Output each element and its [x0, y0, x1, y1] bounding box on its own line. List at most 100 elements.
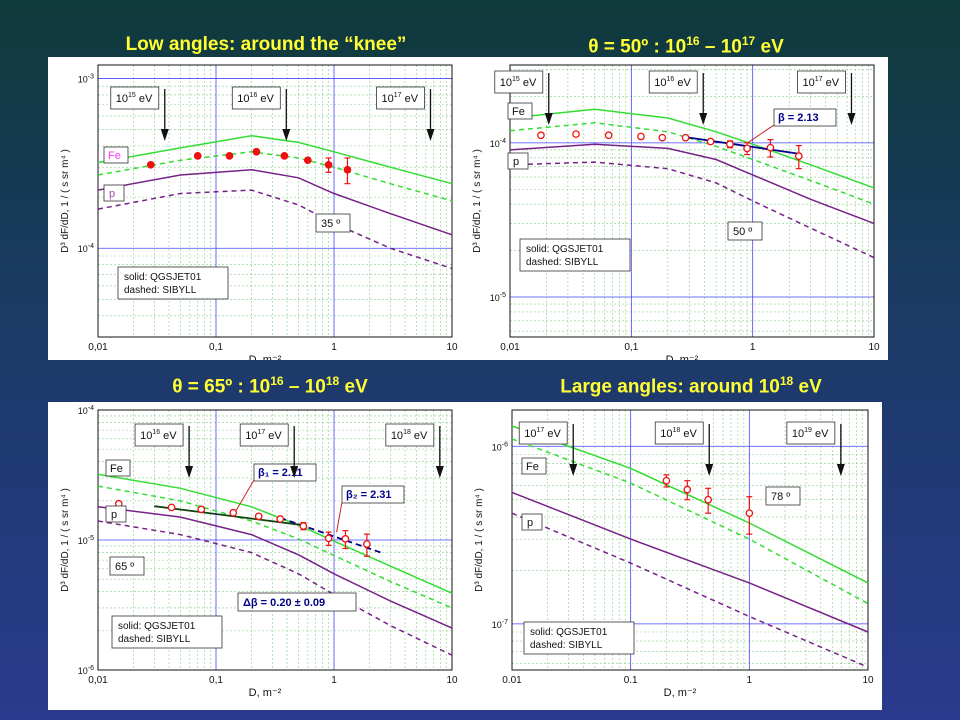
y-axis-label: D³ dF/dD, 1 / ( s sr m⁴ )	[472, 149, 483, 253]
data-point	[572, 130, 580, 138]
fe-label: Fe	[526, 461, 539, 473]
x-tick-label: 0,01	[88, 342, 108, 353]
chart-svg: 0.01 0.1 1 10 10-7 10-6 D, m⁻² D³ dF/dD, 1 / ( …	[474, 409, 874, 699]
plot-frame	[97, 64, 453, 338]
data-point	[146, 160, 155, 169]
legend-box	[523, 621, 635, 655]
energy-label: 1018 eV	[660, 427, 697, 440]
angle-label-box	[315, 213, 351, 233]
data-point	[726, 140, 734, 149]
chart-svg: 0,01 0,1 1 10 10-6 10-5 10-4 D, m⁻² D³ dF/dD, 1 …	[60, 405, 458, 699]
p-label: p	[111, 509, 117, 521]
delta-beta-box	[237, 592, 357, 612]
y-axis-label: D³ dF/dD, 1 / ( s sr m⁴ )	[474, 488, 485, 592]
energy-arrow-head	[435, 466, 444, 478]
angle-label: 78 º	[771, 491, 790, 503]
energy-label: 1017 eV	[381, 92, 418, 105]
legend-entry: dashed: SIBYLL	[124, 285, 197, 296]
legend-entry: solid: QGSJET01	[526, 244, 604, 255]
series-lines	[511, 425, 869, 668]
data-point	[604, 131, 613, 140]
x-axis-label: D, m⁻²	[666, 354, 699, 360]
x-tick-label: 0,1	[209, 675, 223, 686]
p-label-box	[103, 184, 125, 202]
x-axis-label: D, m⁻²	[249, 687, 282, 699]
data-point	[193, 152, 202, 160]
x-tick-label: 0,01	[500, 342, 520, 353]
data-point	[637, 132, 645, 141]
y-tick-label: 10-4	[78, 405, 94, 416]
x-tick-label: 1	[747, 675, 753, 686]
energy-arrow-head	[282, 129, 291, 141]
energy-label-box	[786, 421, 836, 445]
data-point	[706, 137, 715, 146]
data-points	[146, 147, 352, 185]
data-point	[303, 156, 312, 165]
data-point	[324, 534, 333, 543]
fe-solid-line	[97, 134, 453, 185]
energy-label: 1016 eV	[237, 92, 274, 105]
fit-label-box	[253, 463, 317, 482]
energy-arrow-head	[426, 129, 435, 141]
y-tick-label: 10-5	[490, 292, 506, 303]
p-label-box	[521, 513, 543, 531]
heading-text: eV	[793, 376, 822, 398]
chart-svg: 0,01 0,1 1 10 10-4 10-3 D, m⁻² D³ dF/dD, 1 / ( …	[60, 64, 458, 360]
x-tick-label: 0.01	[502, 675, 522, 686]
data-point	[343, 165, 352, 174]
p-dashed-line	[97, 520, 453, 656]
fe-solid-line	[509, 108, 875, 189]
fit-label-box	[773, 108, 837, 127]
data-point	[537, 131, 545, 140]
energy-arrow-head	[705, 464, 714, 476]
legend-entry: solid: QGSJET01	[124, 272, 202, 283]
chart-panel-65-degrees: 0,01 0,1 1 10 10-6 10-5 10-4 D, m⁻² D³ dF/dD, 1 …	[48, 402, 466, 710]
data-point	[197, 505, 206, 514]
y-tick-label: 10-7	[492, 619, 508, 630]
x-tick-label: 1	[750, 342, 756, 353]
fe-label: Fe	[108, 150, 121, 162]
fe-label-box	[521, 457, 547, 475]
x-axis-label: D, m⁻²	[664, 687, 697, 699]
fe-dashed-line	[97, 151, 453, 202]
plot-frame	[511, 409, 869, 671]
y-tick-label: 10-3	[78, 73, 94, 84]
p-dashed-line	[509, 161, 875, 259]
energy-label: 1017 eV	[802, 76, 839, 89]
p-label-box	[105, 505, 127, 523]
chart-panel-35-degrees: 0,01 0,1 1 10 10-4 10-3 D, m⁻² D³ dF/dD, 1 / ( …	[48, 57, 466, 360]
fit-label: β₁ = 2.11	[258, 467, 303, 479]
fit-line	[685, 136, 799, 155]
x-tick-label: 1	[331, 675, 337, 686]
energy-label: 1019 eV	[792, 427, 829, 440]
heading-text: Large angles: around 10	[560, 376, 780, 398]
legend-box	[117, 266, 229, 300]
data-point	[324, 160, 333, 169]
angle-label-box	[727, 221, 763, 241]
energy-label: 1018 eV	[391, 429, 428, 442]
energy-arrow-head	[847, 113, 856, 125]
p-label: p	[109, 188, 115, 200]
grid	[509, 65, 875, 337]
energy-arrow-head	[569, 464, 578, 476]
energy-label: 1017 eV	[245, 429, 282, 442]
fe-solid-line	[511, 425, 869, 584]
fit-pointer	[747, 124, 775, 143]
p-solid-line	[511, 491, 869, 633]
energy-label-box	[518, 421, 568, 445]
heading-text: eV	[339, 376, 368, 398]
heading-text: – 10	[699, 36, 742, 58]
fit-label: β = 2.13	[778, 112, 819, 124]
fe-label: Fe	[512, 106, 525, 118]
legend-entry: dashed: SIBYLL	[118, 634, 191, 645]
energy-label-box	[231, 86, 281, 110]
energy-arrow-head	[699, 113, 708, 125]
y-tick-label: 10-6	[78, 665, 94, 676]
delta-beta-label: Δβ = 0.20 ± 0.09	[243, 597, 325, 609]
data-points	[114, 499, 371, 557]
energy-label-box	[654, 421, 704, 445]
energy-label-box	[239, 423, 289, 447]
energy-label: 1015 eV	[116, 92, 153, 105]
energy-label: 1016 eV	[140, 429, 177, 442]
plot-frame	[509, 64, 875, 338]
